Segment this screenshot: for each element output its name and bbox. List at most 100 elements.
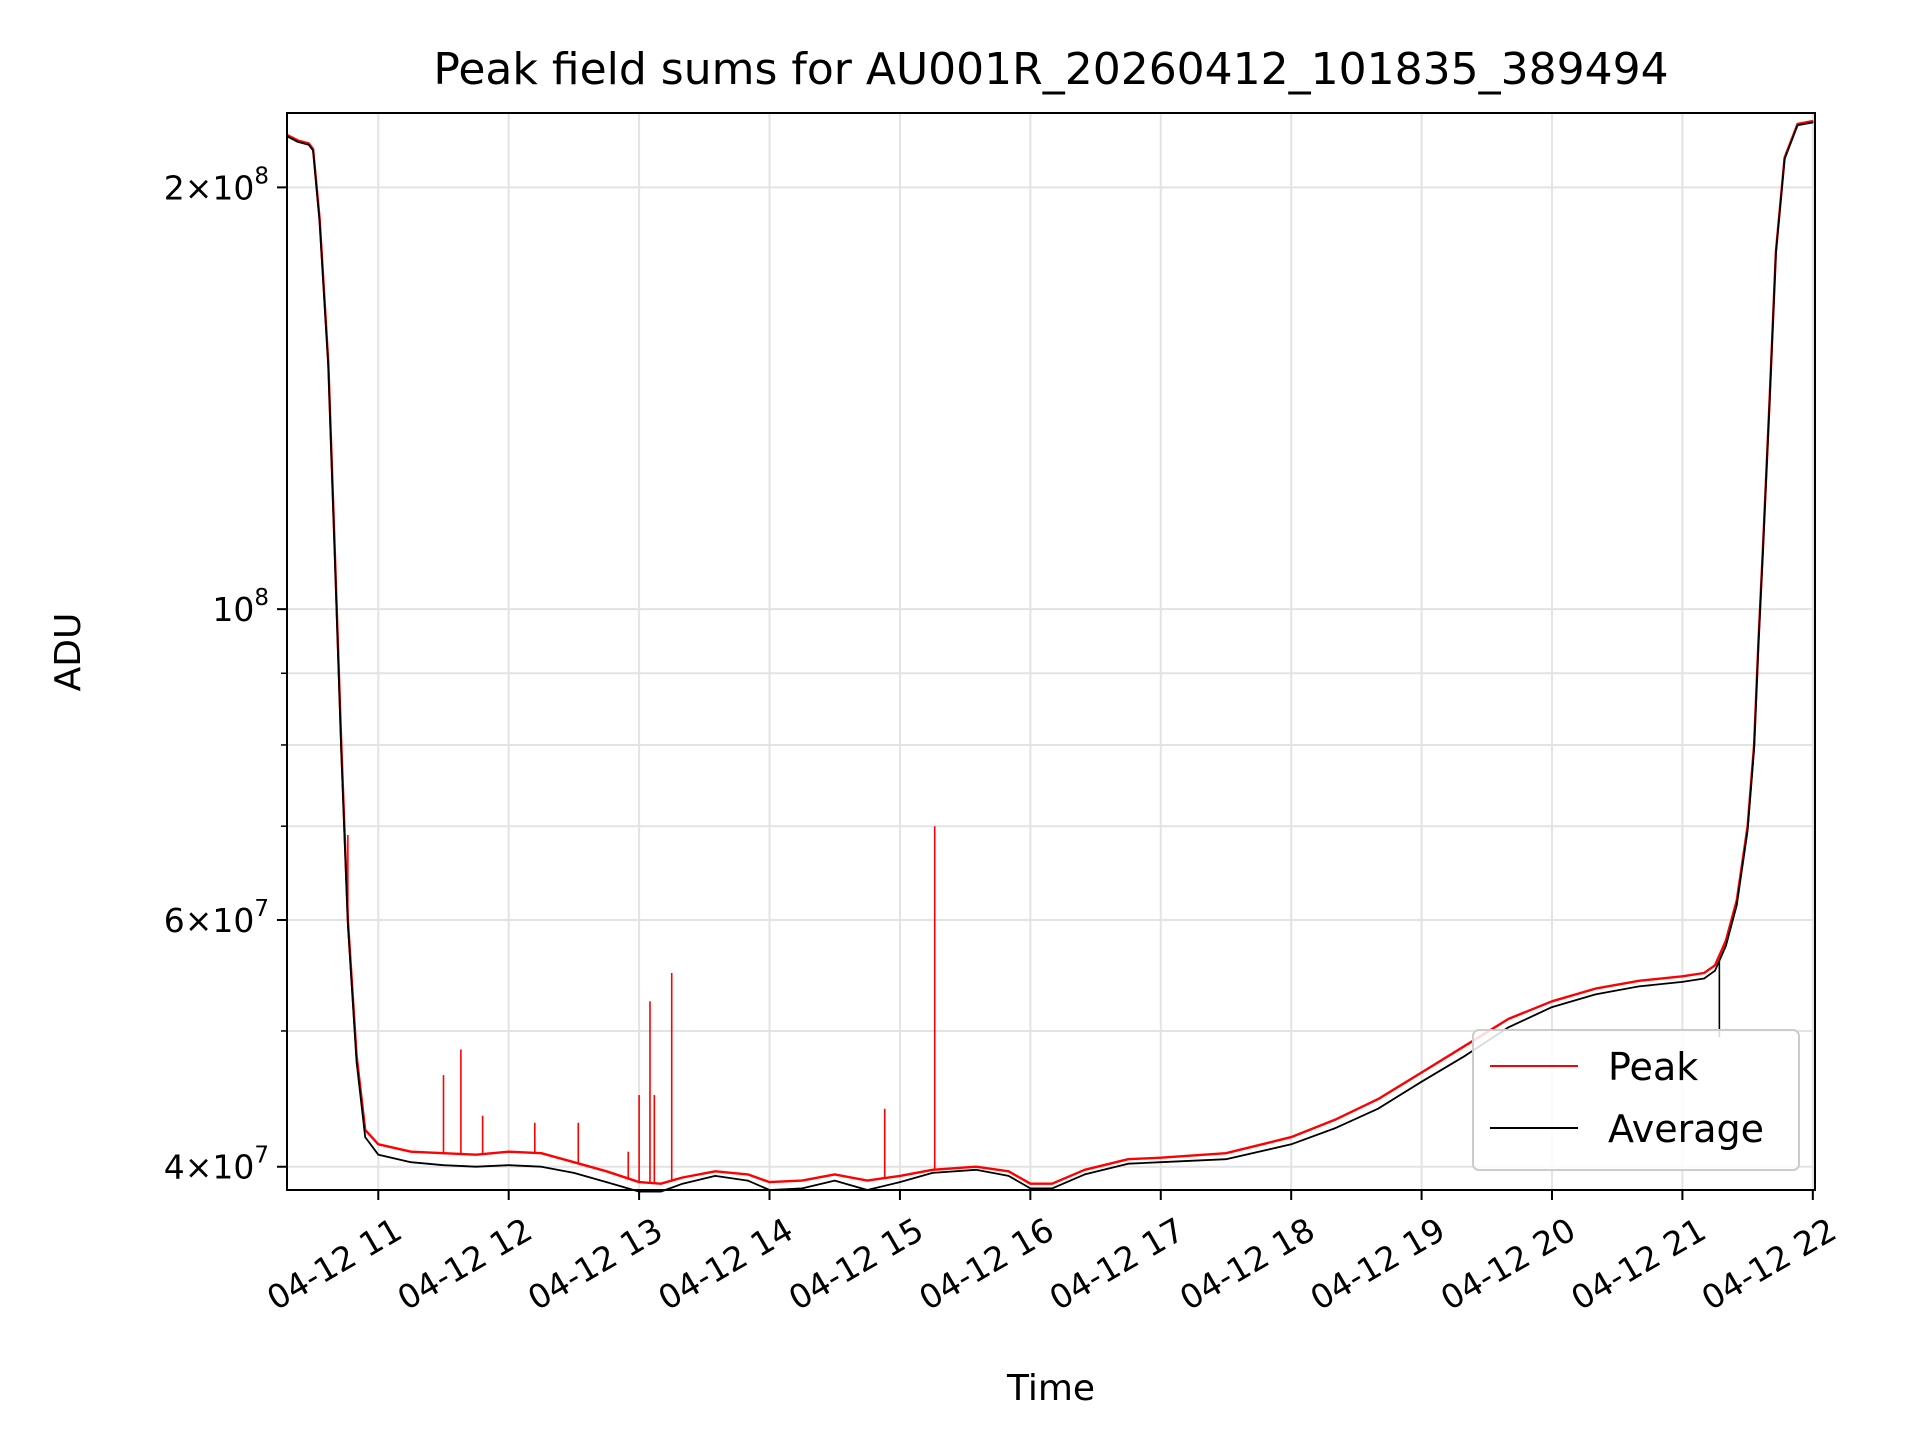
- data-point-average: [1083, 1173, 1086, 1176]
- plot-frame: [286, 112, 1816, 1191]
- data-point-peak: [899, 1175, 901, 1177]
- data-point-peak: [573, 1161, 575, 1163]
- data-point-average: [931, 1172, 934, 1174]
- data-point-average: [1333, 1127, 1336, 1130]
- y-tick-exponent: 7: [254, 896, 269, 922]
- x-axis-label: Time: [1006, 1368, 1095, 1409]
- data-point-peak: [1051, 1182, 1053, 1185]
- data-point-average: [1225, 1158, 1227, 1160]
- data-point-average: [377, 1153, 380, 1156]
- y-tick-exponent: 8: [254, 163, 269, 189]
- data-point-average: [1507, 1026, 1510, 1029]
- data-point-peak: [1333, 1119, 1336, 1121]
- data-point-average: [1464, 1055, 1466, 1057]
- legend-label-peak: Peak: [1608, 1045, 1698, 1089]
- data-point-average: [1714, 969, 1716, 972]
- data-point-peak: [801, 1179, 803, 1182]
- data-point-average: [1551, 1006, 1553, 1008]
- data-point-peak: [1290, 1136, 1292, 1138]
- data-point-average: [573, 1172, 575, 1174]
- data-point-average: [442, 1164, 445, 1166]
- y-tick-label: 108: [212, 585, 269, 629]
- data-point-average: [1703, 977, 1705, 980]
- y-tick-base: 2×10: [164, 168, 255, 207]
- data-point-average: [1160, 1161, 1162, 1163]
- data-point-peak: [1377, 1098, 1379, 1100]
- data-point-average: [1783, 158, 1786, 160]
- data-point-average: [318, 221, 321, 223]
- data-point-average: [347, 924, 349, 926]
- data-point-average: [1681, 981, 1684, 983]
- y-tick-label: 2×108: [164, 163, 269, 207]
- legend-label-average: Average: [1608, 1107, 1764, 1151]
- y-tick-exponent: 8: [254, 585, 269, 611]
- data-point-peak: [605, 1170, 608, 1173]
- data-point-peak: [1420, 1071, 1423, 1074]
- data-point-average: [540, 1165, 543, 1168]
- grid: [287, 113, 1815, 1190]
- data-point-average: [1762, 553, 1764, 555]
- data-point-average: [975, 1169, 977, 1171]
- data-point-average: [334, 555, 336, 558]
- data-point-average: [1757, 642, 1760, 645]
- series-layer: [286, 119, 1814, 1193]
- data-point-peak: [1507, 1018, 1510, 1020]
- data-point-peak: [1007, 1170, 1010, 1173]
- data-point-peak: [507, 1150, 510, 1153]
- data-point-average: [410, 1161, 412, 1163]
- data-point-peak: [931, 1169, 934, 1171]
- data-point-peak: [660, 1182, 662, 1185]
- data-point-peak: [1551, 1000, 1553, 1003]
- data-point-average: [1007, 1175, 1010, 1177]
- data-point-average: [747, 1179, 749, 1182]
- data-point-peak: [975, 1165, 977, 1168]
- data-point-peak: [747, 1173, 749, 1176]
- data-point-average: [327, 365, 330, 368]
- y-tick-base: 4×10: [164, 1148, 255, 1187]
- y-tick-label: 4×107: [164, 1143, 269, 1187]
- data-point-average: [714, 1175, 716, 1177]
- y-tick-base: 10: [212, 590, 254, 629]
- data-point-average: [1753, 748, 1755, 750]
- data-point-peak: [540, 1152, 543, 1154]
- data-point-peak: [714, 1170, 716, 1173]
- data-point-average: [1290, 1143, 1292, 1146]
- data-point-average: [1420, 1080, 1423, 1083]
- data-point-average: [1127, 1162, 1129, 1165]
- data-point-peak: [1083, 1169, 1086, 1171]
- data-point-average: [1812, 121, 1814, 124]
- data-point-average: [297, 141, 299, 143]
- data-point-peak: [833, 1173, 836, 1176]
- data-point-average: [507, 1164, 510, 1166]
- data-point-average: [1377, 1107, 1379, 1110]
- data-point-peak: [475, 1153, 477, 1156]
- data-point-average: [681, 1182, 684, 1185]
- data-point-average: [833, 1179, 836, 1182]
- data-point-peak: [1160, 1156, 1162, 1159]
- data-point-peak: [1681, 975, 1684, 978]
- data-point-peak: [866, 1179, 869, 1182]
- data-point-peak: [1714, 964, 1716, 967]
- y-axis-label: ADU: [48, 613, 89, 692]
- data-point-average: [1746, 829, 1749, 832]
- data-point-peak: [681, 1176, 684, 1179]
- data-point-average: [801, 1187, 803, 1190]
- data-point-average: [605, 1181, 608, 1183]
- data-point-peak: [377, 1143, 380, 1146]
- data-point-average: [355, 1061, 358, 1063]
- data-point-average: [660, 1190, 662, 1193]
- data-point-peak: [410, 1150, 412, 1153]
- data-point-peak: [1812, 120, 1814, 122]
- data-point-average: [475, 1165, 477, 1168]
- chart-title: Peak field sums for AU001R_20260412_1018…: [433, 44, 1668, 95]
- y-tick-exponent: 7: [254, 1143, 269, 1169]
- data-point-average: [899, 1181, 901, 1183]
- y-tick-base: 6×10: [164, 901, 255, 940]
- data-point-peak: [1638, 980, 1640, 982]
- data-point-average: [1594, 993, 1597, 996]
- data-point-average: [1796, 124, 1799, 126]
- data-point-peak: [1703, 972, 1705, 974]
- data-point-peak: [1594, 987, 1597, 990]
